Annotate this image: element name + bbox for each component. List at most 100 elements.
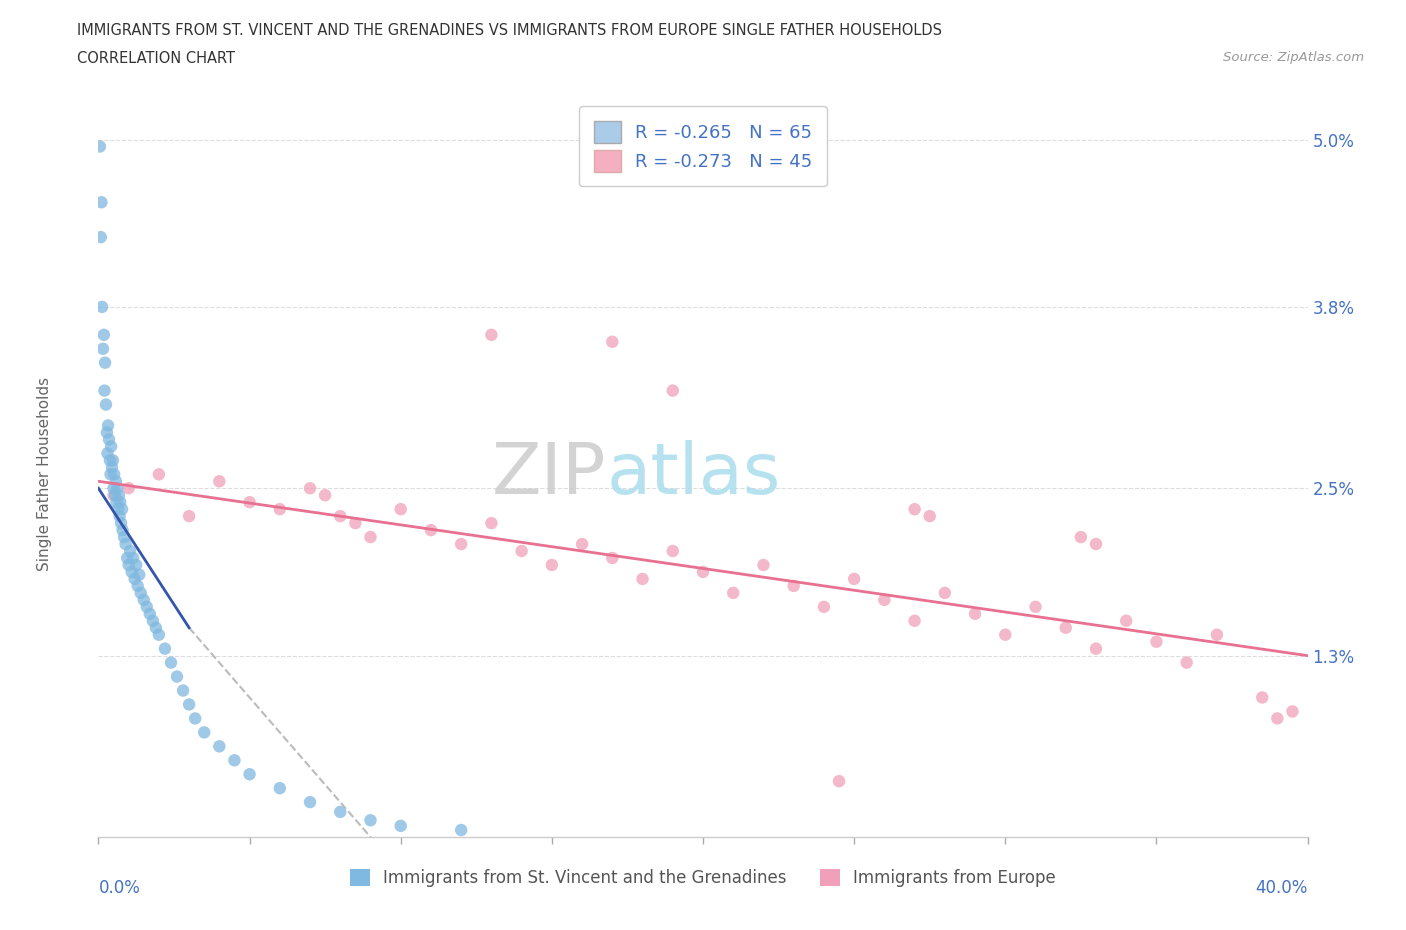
- Point: [166, 670, 188, 684]
- Point: [1054, 620, 1077, 635]
- Point: [844, 571, 866, 587]
- Point: [94, 355, 117, 370]
- Point: [1070, 530, 1092, 545]
- Point: [142, 614, 165, 629]
- Point: [299, 481, 322, 496]
- Legend: Immigrants from St. Vincent and the Grenadines, Immigrants from Europe: Immigrants from St. Vincent and the Gren…: [343, 862, 1063, 894]
- Point: [1085, 537, 1108, 551]
- Point: [110, 516, 132, 531]
- Point: [89, 140, 111, 154]
- Point: [103, 488, 125, 503]
- Point: [108, 495, 131, 510]
- Point: [314, 488, 336, 503]
- Point: [96, 425, 118, 440]
- Point: [132, 592, 155, 607]
- Point: [93, 383, 115, 398]
- Point: [1175, 656, 1198, 671]
- Point: [1085, 642, 1108, 657]
- Point: [124, 571, 146, 587]
- Point: [661, 544, 683, 559]
- Point: [115, 551, 138, 565]
- Point: [1281, 704, 1303, 719]
- Point: [112, 530, 135, 545]
- Point: [111, 502, 134, 517]
- Point: [692, 565, 714, 579]
- Point: [208, 474, 231, 489]
- Point: [121, 565, 143, 579]
- Point: [344, 516, 367, 531]
- Point: [661, 383, 683, 398]
- Point: [90, 230, 112, 245]
- Point: [97, 418, 120, 433]
- Point: [965, 606, 987, 621]
- Point: [1146, 634, 1168, 649]
- Point: [118, 558, 141, 573]
- Point: [904, 614, 927, 629]
- Point: [239, 766, 262, 781]
- Point: [98, 453, 121, 468]
- Point: [450, 823, 472, 838]
- Point: [813, 600, 835, 615]
- Point: [90, 195, 112, 210]
- Point: [91, 341, 114, 356]
- Point: [107, 502, 129, 517]
- Text: Single Father Households: Single Father Households: [37, 378, 52, 571]
- Point: [904, 502, 927, 517]
- Point: [571, 537, 593, 551]
- Point: [1115, 614, 1137, 629]
- Point: [100, 439, 122, 454]
- Text: ZIP: ZIP: [492, 440, 606, 509]
- Point: [139, 606, 162, 621]
- Point: [481, 327, 503, 342]
- Point: [269, 502, 291, 517]
- Point: [105, 495, 128, 510]
- Point: [360, 530, 382, 545]
- Point: [1251, 690, 1274, 705]
- Point: [1267, 711, 1289, 726]
- Point: [103, 481, 125, 496]
- Point: [108, 488, 131, 503]
- Point: [179, 698, 201, 712]
- Point: [1024, 600, 1046, 615]
- Text: 0.0%: 0.0%: [98, 879, 141, 897]
- Point: [184, 711, 207, 726]
- Point: [114, 537, 136, 551]
- Point: [148, 628, 170, 643]
- Point: [602, 551, 624, 565]
- Point: [510, 544, 533, 559]
- Point: [111, 523, 134, 538]
- Point: [145, 620, 167, 635]
- Point: [329, 804, 352, 819]
- Text: Source: ZipAtlas.com: Source: ZipAtlas.com: [1223, 51, 1364, 64]
- Point: [129, 586, 152, 601]
- Point: [1206, 628, 1229, 643]
- Point: [783, 578, 806, 593]
- Point: [128, 567, 150, 582]
- Point: [104, 474, 127, 489]
- Point: [148, 467, 170, 482]
- Point: [450, 537, 472, 551]
- Text: 40.0%: 40.0%: [1256, 879, 1308, 897]
- Point: [179, 509, 201, 524]
- Point: [239, 495, 262, 510]
- Point: [160, 656, 183, 671]
- Point: [96, 446, 118, 461]
- Point: [193, 725, 215, 740]
- Point: [104, 488, 127, 503]
- Point: [118, 481, 141, 496]
- Point: [127, 578, 149, 593]
- Point: [94, 397, 117, 412]
- Point: [105, 481, 128, 496]
- Point: [329, 509, 352, 524]
- Text: IMMIGRANTS FROM ST. VINCENT AND THE GRENADINES VS IMMIGRANTS FROM EUROPE SINGLE : IMMIGRANTS FROM ST. VINCENT AND THE GREN…: [77, 23, 942, 38]
- Point: [122, 551, 145, 565]
- Point: [98, 432, 121, 447]
- Point: [135, 600, 157, 615]
- Point: [873, 592, 896, 607]
- Point: [299, 794, 322, 809]
- Point: [172, 684, 194, 698]
- Point: [540, 558, 562, 573]
- Point: [389, 818, 412, 833]
- Point: [360, 813, 382, 828]
- Point: [420, 523, 443, 538]
